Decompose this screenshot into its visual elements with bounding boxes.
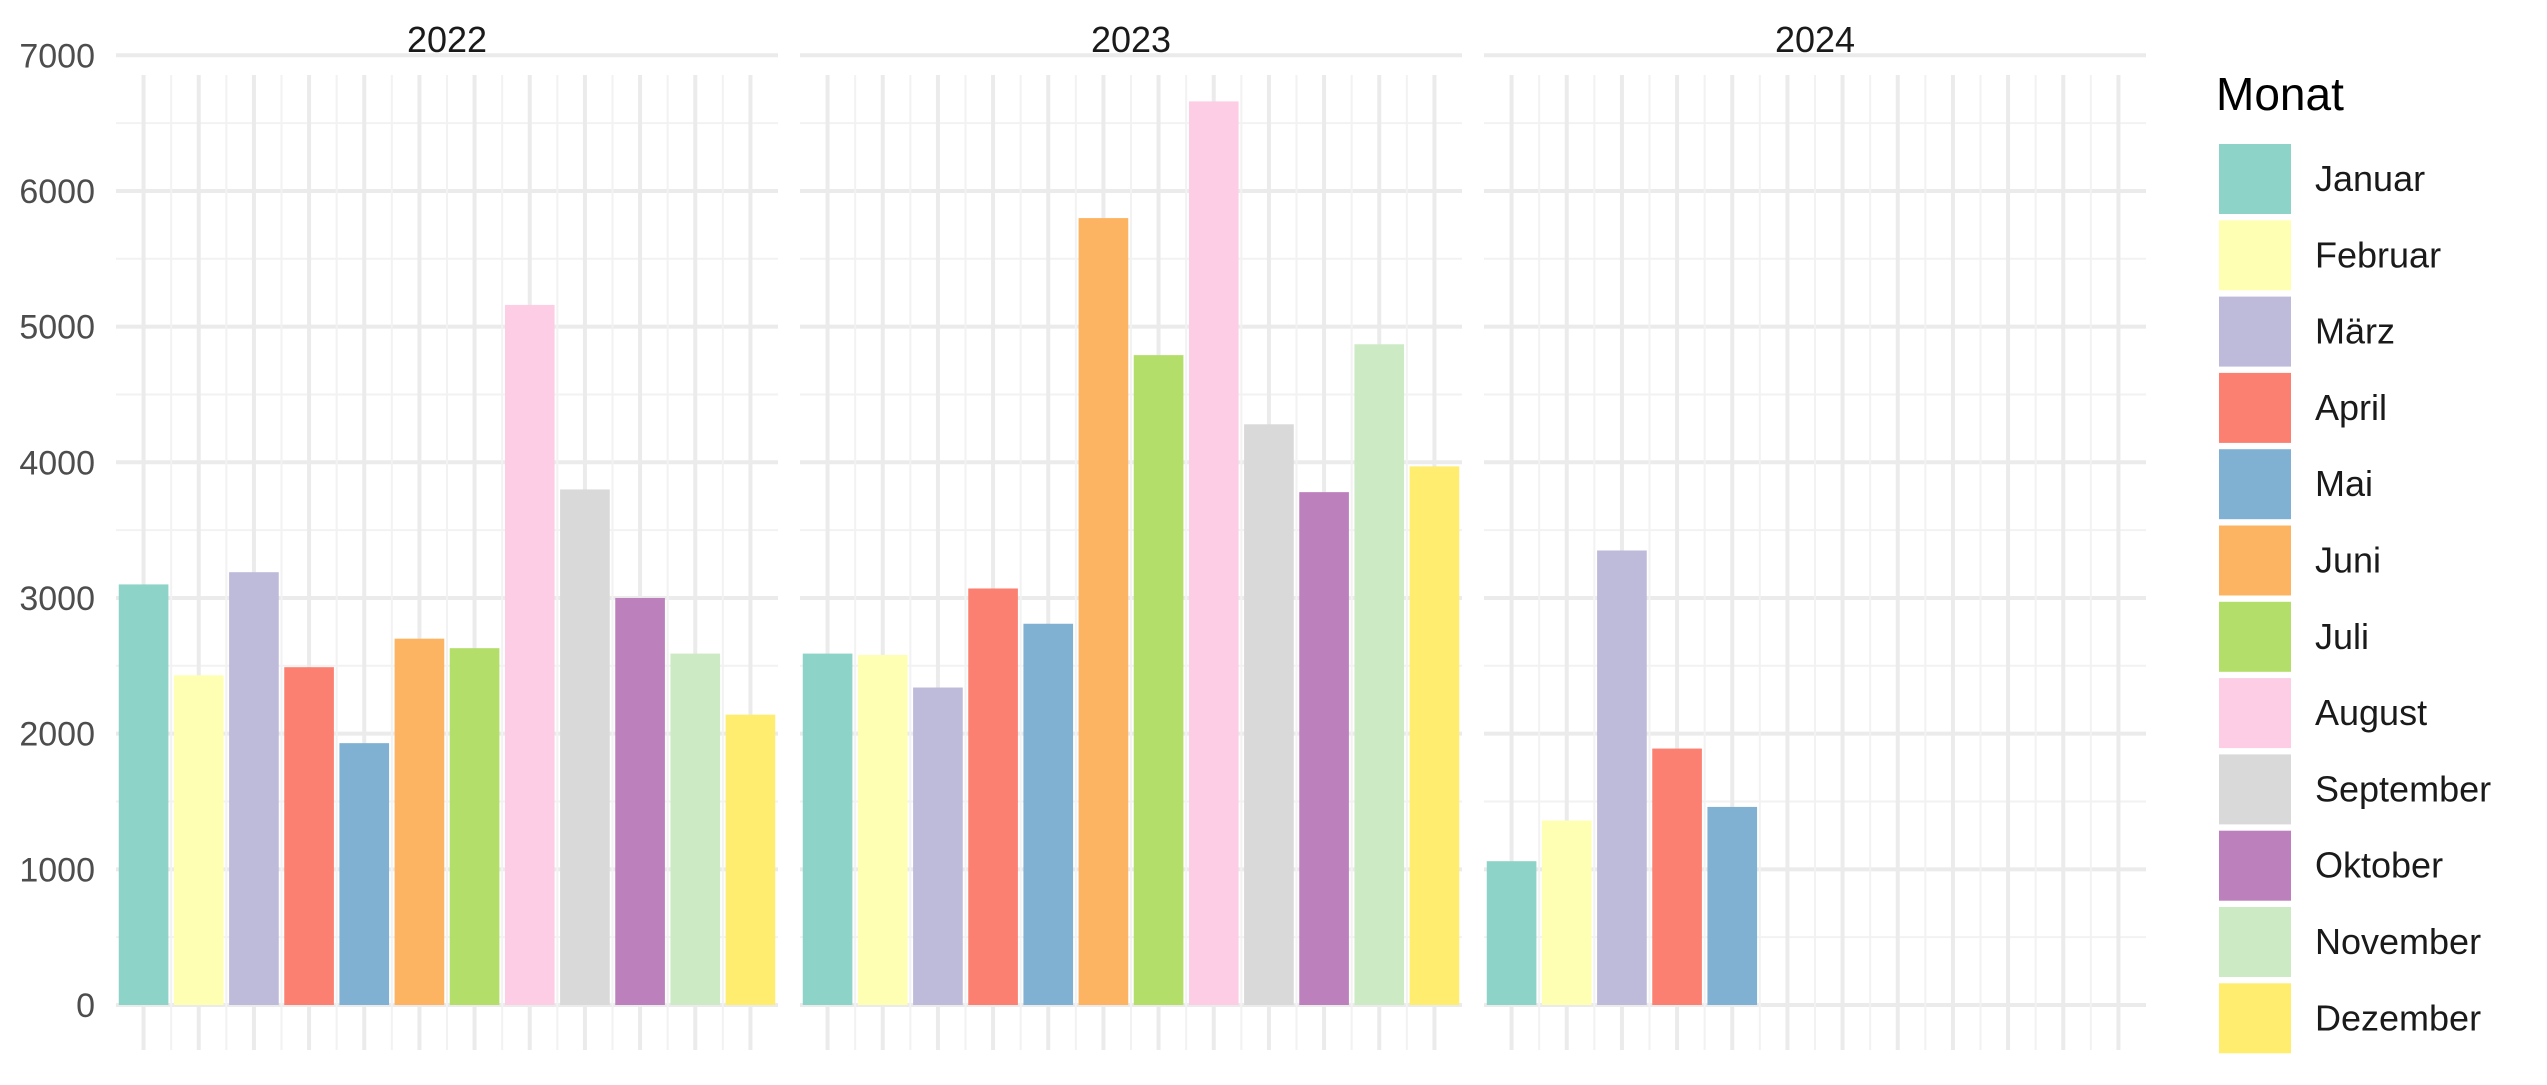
legend-swatch [2219, 296, 2291, 367]
bar-2023-11 [1409, 466, 1460, 1005]
bar-2024-0 [1486, 861, 1537, 1005]
legend-label: April [2315, 387, 2387, 428]
y-tick-label: 6000 [19, 173, 95, 211]
legend-swatch [2219, 678, 2291, 749]
facet-label: 2023 [1091, 19, 1171, 60]
legend-label: November [2315, 921, 2481, 962]
facet-label: 2024 [1775, 19, 1855, 60]
y-tick-label: 4000 [19, 444, 95, 482]
y-tick-label: 1000 [19, 851, 95, 889]
bar-2022-4 [339, 743, 390, 1005]
legend-swatch [2219, 754, 2291, 825]
facet-label: 2022 [407, 19, 487, 60]
bar-2022-9 [615, 597, 665, 1005]
legend-swatch [2219, 144, 2291, 214]
y-tick-label: 7000 [19, 37, 95, 75]
bar-2024-3 [1652, 748, 1702, 1005]
legend-swatch [2219, 220, 2291, 291]
legend-swatch [2219, 830, 2291, 901]
bar-2022-10 [670, 653, 721, 1005]
bar-2023-9 [1299, 492, 1349, 1005]
legend-label: März [2315, 311, 2395, 352]
bar-2023-7 [1188, 101, 1239, 1005]
legend-label: Oktober [2315, 845, 2443, 886]
bar-2022-1 [173, 675, 224, 1005]
bar-2023-6 [1133, 355, 1184, 1005]
legend-label: Juli [2315, 616, 2369, 657]
bar-2022-8 [560, 489, 610, 1005]
bar-2022-6 [449, 648, 500, 1005]
bar-2022-0 [118, 584, 169, 1005]
legend-label: Juni [2315, 540, 2381, 581]
legend-label: Februar [2315, 234, 2441, 275]
bar-2022-3 [284, 667, 334, 1005]
y-tick-label: 5000 [19, 309, 95, 347]
bar-2023-0 [802, 653, 853, 1005]
y-tick-label: 0 [76, 987, 95, 1025]
bar-2024-2 [1597, 550, 1647, 1005]
bar-2022-2 [229, 572, 279, 1005]
legend-swatch [2219, 449, 2291, 520]
bar-2023-4 [1023, 623, 1074, 1005]
legend-label: Mai [2315, 463, 2373, 504]
legend-swatch [2219, 525, 2291, 596]
legend-swatch [2219, 601, 2291, 672]
bar-2023-8 [1244, 424, 1294, 1005]
y-tick-label: 3000 [19, 580, 95, 618]
bar-2023-3 [968, 588, 1018, 1005]
bar-2023-1 [857, 654, 908, 1005]
legend-swatch [2219, 983, 2291, 1054]
bar-2022-11 [725, 714, 776, 1005]
bar-2023-5 [1078, 218, 1129, 1006]
bar-2024-4 [1707, 806, 1758, 1005]
bar-2023-2 [913, 687, 963, 1005]
legend-label: Januar [2315, 158, 2425, 199]
y-tick-label: 2000 [19, 716, 95, 754]
legend-label: August [2315, 692, 2427, 733]
bar-2024-1 [1541, 820, 1592, 1005]
bar-2022-7 [504, 304, 555, 1005]
legend-label: September [2315, 768, 2491, 809]
bar-2022-5 [394, 638, 445, 1005]
bar-2023-10 [1354, 344, 1405, 1005]
legend-label: Dezember [2315, 997, 2481, 1038]
legend-swatch [2219, 907, 2291, 977]
legend-swatch [2219, 372, 2291, 443]
legend-title: Monat [2216, 68, 2344, 120]
